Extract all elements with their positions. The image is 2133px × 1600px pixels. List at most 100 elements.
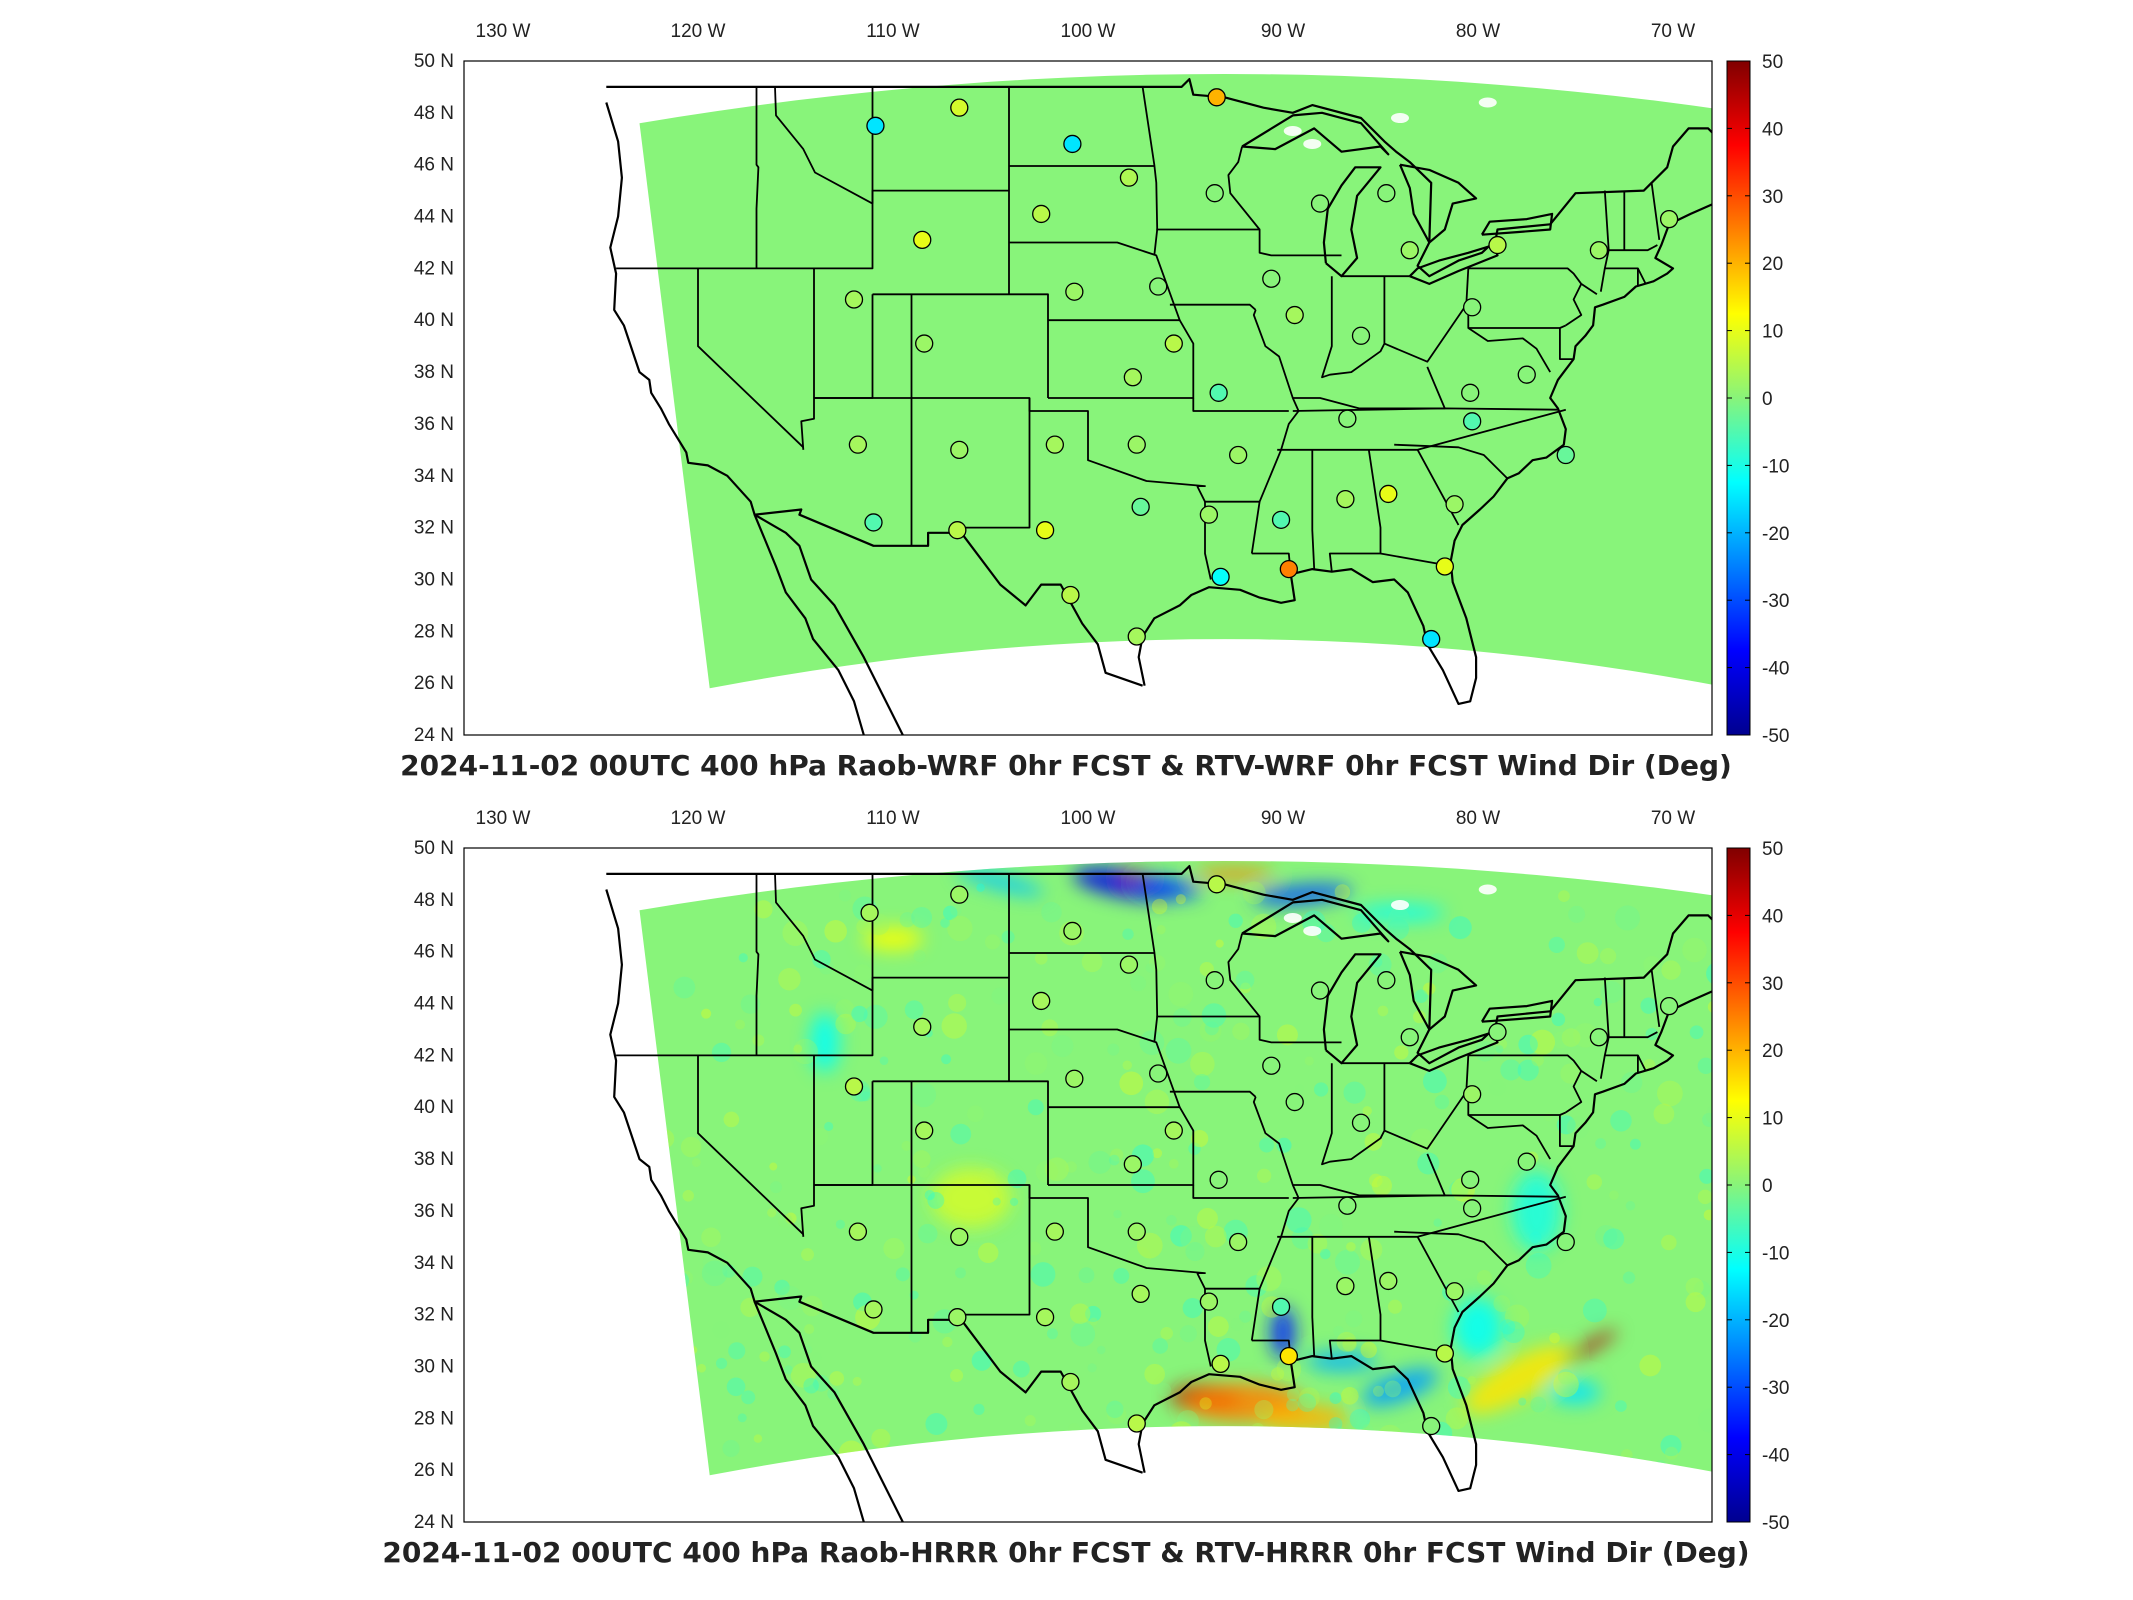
speckle [1196, 1207, 1218, 1229]
speckle [1529, 1029, 1556, 1055]
speckle [997, 1442, 1009, 1455]
speckle [1172, 1008, 1192, 1027]
speckle [967, 1105, 984, 1123]
speckle [1422, 1069, 1447, 1094]
colorbar-tick-label: 40 [1762, 906, 1783, 927]
speckle [1414, 989, 1428, 1003]
speckle [1614, 905, 1640, 931]
speckle [1423, 982, 1436, 995]
anomaly-patch [1564, 1330, 1618, 1362]
station-marker [1435, 1344, 1454, 1363]
station-marker [1119, 168, 1139, 187]
station-marker [1035, 521, 1055, 540]
speckle [1046, 1328, 1058, 1340]
speckle [835, 1013, 856, 1035]
speckle [1166, 1214, 1177, 1226]
lat-tick-label: 30 N [414, 569, 454, 590]
speckle [777, 1213, 793, 1229]
state-boundary [1048, 1106, 1195, 1186]
speckle [1341, 1387, 1359, 1405]
speckle [675, 1380, 696, 1402]
speckle [701, 1227, 721, 1248]
speckle [1593, 997, 1603, 1007]
speckle [1560, 1063, 1581, 1084]
speckle [1640, 997, 1657, 1014]
speckle [1502, 1321, 1525, 1344]
speckle [656, 893, 670, 906]
speckle [1139, 1030, 1165, 1055]
speckle [1362, 1106, 1372, 1116]
speckle [1703, 1209, 1712, 1221]
speckle [1551, 1012, 1566, 1027]
station-marker [1032, 991, 1051, 1011]
speckle [1377, 1005, 1389, 1017]
speckle [927, 1191, 945, 1209]
state-boundary [1467, 304, 1551, 373]
speckle [913, 949, 926, 963]
speckle [829, 1371, 845, 1386]
missing-data-patch [1391, 900, 1409, 911]
station-marker [1338, 409, 1357, 428]
speckle [1699, 1168, 1712, 1184]
speckle [785, 1212, 797, 1224]
lon-tick-label: 130 W [476, 808, 531, 829]
state-boundary [1250, 309, 1300, 554]
lat-tick-label: 50 N [414, 838, 454, 859]
east-coast [1137, 203, 1712, 706]
great-lake-shore [1322, 953, 1382, 1065]
speckle [1179, 1325, 1197, 1343]
state-boundary [1292, 366, 1446, 410]
mexico-border [754, 1295, 1143, 1474]
colorbar: 50 40 30 20 10 0 -10 -20 -30 -40 -50 [1726, 839, 1789, 1534]
colorbar-tick-label: -40 [1762, 659, 1789, 680]
baja-coast [753, 1301, 865, 1522]
speckle [1152, 1148, 1163, 1159]
speckle [1576, 942, 1599, 965]
speckle [1643, 955, 1661, 974]
speckle [1145, 963, 1156, 973]
station-marker [1045, 435, 1064, 454]
speckle [812, 950, 831, 969]
anomaly-patch [1464, 1344, 1570, 1415]
station-marker [1488, 235, 1507, 255]
speckle [1543, 1112, 1553, 1122]
colorbar-tick-label: -30 [1762, 1378, 1789, 1399]
lat-tick-label: 48 N [414, 103, 454, 124]
speckle [925, 1413, 948, 1436]
colorbar-tick-label: 30 [1762, 974, 1783, 995]
colorbar-tick-label: 50 [1762, 839, 1783, 860]
speckle [1499, 1319, 1516, 1335]
state-boundary [1608, 1031, 1658, 1039]
state-boundary [1292, 1153, 1446, 1197]
speckle [1496, 1038, 1508, 1050]
station-marker [1310, 981, 1330, 1000]
speckle [1609, 1190, 1619, 1201]
speckle [943, 905, 958, 921]
speckle [992, 1197, 1001, 1206]
state-boundary [800, 1055, 815, 1237]
speckle [955, 1267, 966, 1279]
speckle [753, 1434, 763, 1443]
speckle [1715, 1307, 1726, 1318]
speckle [1285, 1207, 1312, 1234]
state-lines [616, 873, 1661, 1367]
anomaly-patch [1194, 867, 1275, 880]
speckle [852, 1376, 862, 1386]
speckle [671, 1271, 690, 1290]
speckle [1582, 1298, 1607, 1323]
speckle [1378, 1473, 1393, 1476]
speckle [1119, 1071, 1144, 1096]
speckle [752, 1034, 765, 1047]
speckle [1168, 981, 1194, 1007]
speckle [1343, 1081, 1366, 1104]
speckle [792, 1038, 819, 1065]
speckle [871, 1428, 891, 1448]
missing-data-patch [1303, 925, 1322, 936]
speckle [1685, 1277, 1704, 1296]
station-marker [866, 116, 885, 135]
panel-top: 130 W 120 W 110 W 100 W 90 W 80 W 70 W 24 N 26 N… [414, 21, 1790, 747]
lat-tick-label: 34 N [414, 466, 454, 487]
lon-tick-label: 90 W [1261, 21, 1305, 42]
lon-tick-label: 80 W [1456, 21, 1500, 42]
station-marker [864, 513, 883, 532]
